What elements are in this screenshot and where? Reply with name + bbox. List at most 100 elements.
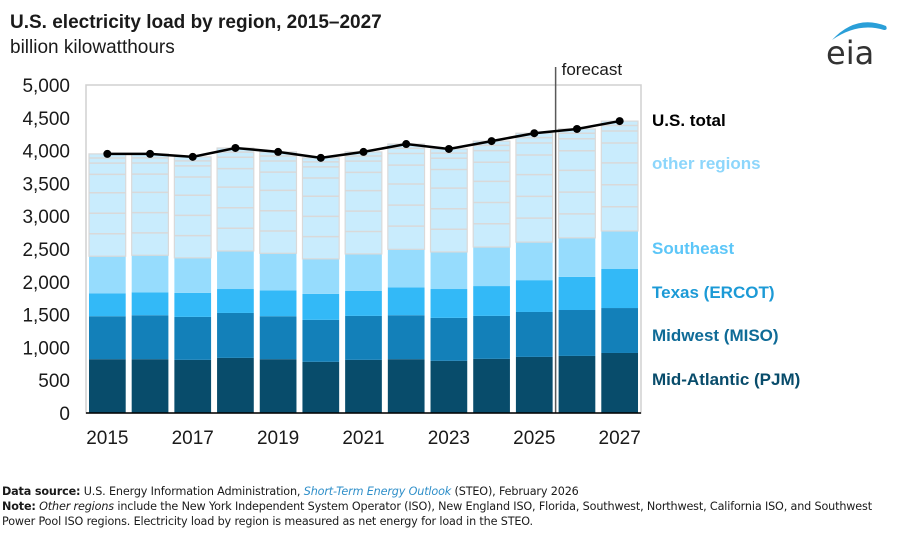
bar-miso (302, 319, 340, 362)
bar-pjm (430, 360, 468, 413)
bar-southeast (558, 237, 596, 277)
bar-stack-2026 (558, 128, 596, 413)
bar-ercot (345, 290, 382, 316)
y-tick-label: 0 (59, 404, 70, 425)
x-axis: 2015 2017 2019 2021 2023 2025 2027 (86, 428, 641, 449)
chart-title: U.S. electricity load by region, 2015–20… (10, 12, 382, 33)
bar-other (217, 147, 254, 251)
bar-other (430, 148, 468, 252)
bar-ercot (88, 293, 126, 317)
x-tick-label: 2027 (599, 428, 641, 449)
bar-southeast (345, 253, 382, 291)
bar-stack-2020 (301, 157, 340, 413)
legend-label-miso: Midwest (MISO) (652, 326, 779, 345)
bar-southeast (131, 255, 169, 293)
total-point-2024 (487, 137, 496, 146)
bar-stack-2015 (88, 153, 127, 413)
bar-miso (345, 315, 382, 360)
bar-southeast (174, 257, 212, 293)
chart: 0 500 1,000 1,500 2,000 2,500 3,000 3,500 4,000 4… (22, 60, 800, 449)
y-tick-label: 1,000 (22, 338, 70, 359)
bar-pjm (473, 358, 510, 413)
bar-ercot (259, 290, 297, 317)
legend-label-total_line: U.S. total (652, 111, 726, 130)
x-tick-label: 2025 (513, 428, 555, 449)
bar-ercot (302, 293, 340, 320)
x-tick-label: 2021 (342, 428, 384, 449)
bar-stack-2024 (472, 140, 511, 413)
bar-stack-2022 (387, 143, 426, 413)
bar-pjm (259, 359, 297, 413)
legend: U.S. total other regions Southeast Texas (E… (652, 111, 800, 389)
total-point-2018 (231, 143, 240, 152)
bar-pjm (217, 357, 254, 413)
bar-other (174, 156, 212, 258)
bar-pjm (601, 352, 639, 413)
bar-stack-2018 (216, 147, 255, 413)
logo-arc-icon (832, 22, 887, 40)
bar-ercot (515, 280, 553, 312)
note-text: include the New York Independent System … (2, 500, 872, 528)
y-tick-label: 1,500 (22, 306, 70, 327)
bar-stack-2027 (600, 120, 639, 413)
bar-stack-2021 (344, 151, 383, 413)
bar-stack-2019 (259, 151, 298, 413)
bar-southeast (473, 247, 510, 287)
bar-ercot (131, 292, 169, 316)
bar-southeast (259, 253, 297, 291)
bar-pjm (174, 359, 212, 413)
bar-other (302, 157, 340, 259)
bar-ercot (174, 292, 212, 317)
y-tick-label: 2,000 (22, 273, 70, 294)
bar-miso (601, 308, 639, 353)
forecast-label: forecast (562, 60, 623, 79)
total-point-2017 (188, 152, 197, 161)
bar-miso (174, 316, 212, 360)
bar-miso (217, 312, 254, 358)
bar-ercot (217, 289, 254, 313)
bar-other (387, 144, 425, 250)
total-point-2026 (572, 124, 581, 133)
y-tick-label: 4,500 (22, 109, 70, 130)
bar-miso (558, 310, 596, 356)
bar-southeast (387, 249, 425, 288)
total-point-2015 (103, 149, 112, 158)
bar-southeast (88, 256, 126, 294)
total-point-2025 (530, 129, 539, 138)
total-point-2022 (402, 140, 411, 149)
bars (88, 120, 639, 413)
total-point-2020 (316, 153, 325, 162)
total-line-group (103, 117, 624, 162)
x-tick-label: 2015 (86, 428, 128, 449)
bar-miso (430, 317, 468, 361)
y-tick-label: 2,500 (22, 240, 70, 261)
bar-ercot (601, 269, 639, 309)
bar-other (131, 153, 169, 256)
y-tick-label: 3,500 (22, 174, 70, 195)
bar-stack-2023 (429, 148, 468, 413)
y-tick-label: 4,000 (22, 142, 70, 163)
source-label: Data source: (2, 485, 81, 498)
bar-other (88, 153, 126, 257)
bar-miso (515, 311, 553, 357)
bar-southeast (217, 250, 254, 290)
bar-pjm (387, 359, 425, 413)
bar-other (601, 121, 639, 231)
y-axis: 0 500 1,000 1,500 2,000 2,500 3,000 3,500 4,000 4… (22, 76, 70, 425)
note-line: Note: Other regions include the New York… (2, 499, 900, 529)
bar-southeast (302, 258, 340, 294)
steo-link[interactable]: Short-Term Energy Outlook (303, 485, 452, 498)
total-point-2023 (444, 144, 453, 153)
note-label: Note: (2, 500, 36, 513)
bar-miso (387, 315, 425, 360)
bar-other (345, 151, 382, 254)
bar-ercot (387, 287, 425, 316)
bar-miso (259, 316, 297, 360)
bar-miso (131, 315, 169, 360)
bar-southeast (601, 230, 639, 270)
eia-logo: eia (826, 22, 887, 72)
chart-subtitle: billion kilowatthours (10, 37, 175, 58)
y-tick-label: 3,000 (22, 207, 70, 228)
legend-label-ercot: Texas (ERCOT) (652, 283, 775, 302)
source-text-2: (STEO), February 2026 (451, 485, 579, 498)
